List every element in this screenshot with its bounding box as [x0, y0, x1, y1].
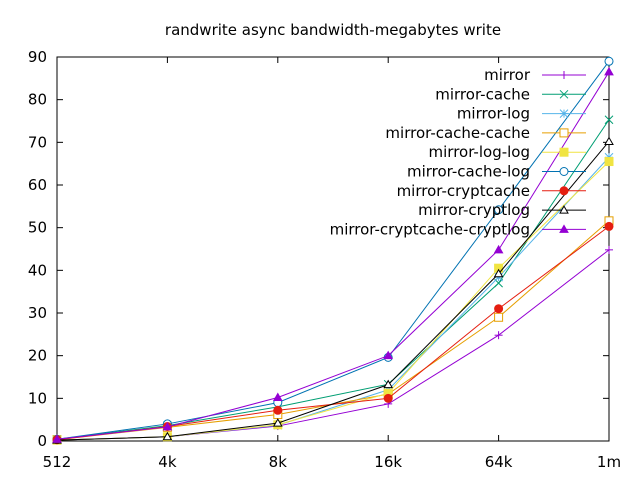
series-mirror-cryptcache-cryptlog: [52, 66, 614, 443]
legend-label: mirror-cache-cache: [385, 124, 530, 142]
series-line-mirror-cryptcache-cryptlog: [56, 71, 610, 440]
data-point-mirror-cache-log: [604, 56, 614, 66]
series-line-mirror-cryptlog: [56, 141, 610, 441]
data-point-mirror-cryptlog: [272, 418, 283, 427]
data-point-mirror-cryptcache: [273, 405, 283, 415]
data-point-mirror-cache-log: [494, 205, 504, 215]
legend-item-mirror-cryptlog: mirror-cryptlog: [418, 201, 586, 219]
data-point-mirror-cryptcache: [604, 221, 614, 231]
y-tick-label: 20: [28, 347, 47, 365]
legend-label: mirror-cryptcache: [397, 182, 530, 200]
legend-marker: [559, 224, 569, 233]
legend-item-mirror-cache: mirror-cache: [435, 85, 586, 103]
legend-marker: [559, 89, 569, 99]
y-tick-label: 40: [28, 261, 47, 279]
legend-label: mirror-log: [457, 105, 530, 123]
data-point-mirror: [605, 245, 613, 254]
legend-label: mirror-cache: [435, 85, 530, 103]
legend-marker: [559, 147, 569, 157]
y-tick-label: 80: [28, 91, 47, 109]
y-tick-label: 90: [28, 48, 47, 66]
data-point-mirror-cryptlog: [162, 431, 173, 441]
y-tick-label: 10: [28, 389, 47, 407]
data-point-mirror-log-log: [604, 157, 614, 167]
series-group: [52, 56, 614, 445]
legend-item-mirror-log: mirror-log: [457, 105, 586, 123]
legend-marker: [559, 109, 569, 118]
x-tick-label: 512: [43, 453, 72, 471]
legend-label: mirror-cryptcache-cryptlog: [330, 220, 530, 238]
legend-item-mirror-log-log: mirror-log-log: [429, 143, 586, 161]
series-mirror-cache-cache: [52, 216, 614, 445]
y-tick-label: 60: [28, 176, 47, 194]
legend-marker: [559, 186, 569, 196]
data-point-mirror-cryptcache-cryptlog: [162, 421, 173, 431]
legend-label: mirror-cryptlog: [418, 201, 530, 219]
legend-label: mirror-log-log: [429, 143, 530, 161]
series-mirror-cryptcache: [52, 221, 614, 445]
legend-label: mirror: [484, 66, 531, 84]
data-point-mirror-cryptlog: [493, 268, 504, 278]
y-tick-label: 0: [37, 432, 47, 450]
data-point-mirror: [494, 331, 503, 340]
x-tick-label: 1m: [597, 453, 621, 471]
data-point-mirror-cryptcache: [494, 304, 504, 314]
x-tick-label: 16k: [374, 453, 402, 471]
data-point-mirror-cryptcache-cryptlog: [272, 392, 283, 401]
x-axis-ticks: 512 4k 8k 16k 64k 1m: [43, 57, 621, 471]
data-point-mirror-cache-cache: [494, 312, 504, 322]
x-tick-label: 64k: [485, 453, 513, 471]
series-line-mirror: [56, 249, 610, 441]
series-line-mirror-cache-log: [56, 60, 610, 440]
chart-title: randwrite async bandwidth-megabytes writ…: [165, 21, 501, 39]
legend-item-mirror-cryptcache: mirror-cryptcache: [397, 182, 586, 200]
data-point-mirror-cryptcache-cryptlog: [383, 350, 394, 360]
y-tick-label: 30: [28, 304, 47, 322]
series-mirror: [53, 245, 613, 445]
data-point-mirror-cryptcache-cryptlog: [604, 66, 614, 76]
legend-item-mirror-cryptcache-cryptlog: mirror-cryptcache-cryptlog: [330, 220, 586, 238]
legend-marker: [559, 205, 569, 214]
data-point-mirror-cryptlog: [604, 136, 614, 145]
series-line-mirror-cache-cache: [56, 220, 610, 441]
data-point-mirror-cryptcache: [383, 393, 393, 403]
data-point-mirror-cryptcache-cryptlog: [493, 244, 504, 254]
legend-label: mirror-cache-log: [407, 163, 530, 181]
data-point-mirror-cryptlog: [383, 379, 394, 389]
legend-marker: [560, 71, 568, 79]
x-tick-label: 4k: [158, 453, 177, 471]
y-axis-ticks: 0 10 20 30 40 50 60 70 80 90: [28, 48, 609, 450]
legend: mirrormirror-cachemirror-logmirror-cache…: [330, 66, 586, 238]
legend-marker: [559, 128, 569, 138]
legend-item-mirror: mirror: [484, 66, 586, 84]
legend-item-mirror-cache-cache: mirror-cache-cache: [385, 124, 586, 142]
legend-item-mirror-cache-log: mirror-cache-log: [407, 163, 586, 181]
series-line-mirror-cache: [56, 119, 610, 440]
data-point-mirror-cryptcache-cryptlog: [52, 434, 62, 443]
y-tick-label: 70: [28, 133, 47, 151]
x-tick-label: 8k: [269, 453, 288, 471]
y-tick-label: 50: [28, 219, 47, 237]
legend-marker: [559, 167, 569, 176]
data-point-mirror-cache: [604, 115, 614, 125]
